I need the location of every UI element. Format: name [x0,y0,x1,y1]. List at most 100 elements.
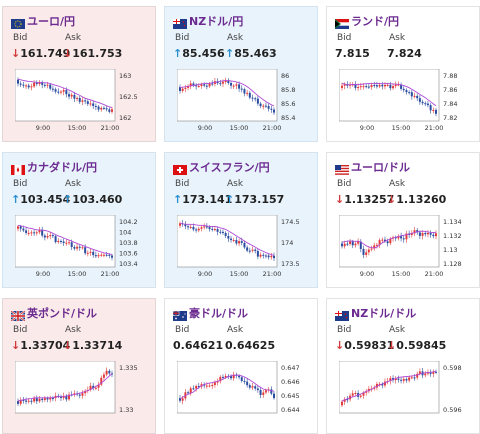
candle [273,109,275,113]
candle [200,227,203,229]
candle [181,88,184,91]
candle [25,230,28,233]
candle [351,393,354,396]
candle [405,90,408,93]
candle-chart[interactable]: 7.88 7.86 7.84 7.82 9:00 15:00 21:00 [339,69,473,137]
candle [343,399,346,402]
candle [267,106,270,109]
candle [221,231,224,233]
ask-value: ↑173.157 [225,193,284,206]
candle-chart[interactable]: 1.335 1.33 [15,361,149,429]
candle [205,385,208,387]
candle [243,89,246,94]
candle [246,247,249,251]
pair-title[interactable]: 英ポンド/ドル [27,307,98,320]
nz-flag-icon [173,14,187,29]
candle-chart[interactable]: 163 162.5 162 9:00 15:00 21:00 [15,69,149,137]
y-tick-label: 1.134 [443,218,462,226]
rate-card[interactable]: ランド/円 Bid Ask 7.815 7.824 7.88 7.86 7.84 7.82 9:0… [326,6,480,142]
candle-chart[interactable]: 1.134 1.132 1.13 1.128 9:00 15:00 21:00 [339,215,473,283]
candle [264,390,267,393]
ch-flag-icon [173,160,187,175]
x-tick-label: 15:00 [230,270,249,278]
candle [57,240,60,243]
candle [51,88,54,90]
candle-chart[interactable]: 86 85.8 85.6 85.4 9:00 15:00 21:00 [177,69,311,137]
pair-title[interactable]: NZドル/ドル [351,307,417,320]
candle-chart[interactable]: 0.647 0.646 0.645 0.644 [177,361,311,429]
candle [73,94,76,99]
candle [429,232,432,235]
rate-card[interactable]: ユーロ/ドル Bid Ask ↓1.13257 ↓1.13260 1.134 1.132 1.… [326,152,480,288]
candle [421,101,424,104]
pair-title[interactable]: ユーロ/ドル [351,161,411,174]
moving-average-line [341,83,437,107]
candle [373,387,376,389]
pair-title[interactable]: カナダドル/円 [27,161,98,174]
pair-title[interactable]: 豪ドル/ドル [189,307,249,320]
rate-card[interactable]: NZドル/円 Bid Ask ↑85.456 ↑85.463 86 85.8 85.6 85.4… [164,6,318,142]
pair-title[interactable]: スイスフラン/円 [189,161,270,174]
y-tick-label: 174.5 [281,218,300,226]
candle-chart[interactable]: 174.5 174 173.5 9:00 15:00 21:00 [177,215,311,283]
candle [421,232,424,236]
candle [432,109,435,111]
candle [179,87,181,91]
candle [381,84,384,87]
candle [102,254,105,256]
candle [362,392,365,396]
candle [251,249,254,251]
candle [400,236,403,239]
candle [70,242,73,247]
candle [383,84,386,87]
candle [378,240,381,245]
ask-label: Ask [65,179,82,189]
rate-card[interactable]: カナダドル/円 Bid Ask ↑103.454 ↑103.460 104.2 104 103… [2,152,156,288]
x-tick-label: 9:00 [36,124,51,132]
candle [30,232,33,234]
candle [43,398,46,400]
y-tick-label: 85.4 [281,114,295,122]
rate-card[interactable]: 英ポンド/ドル Bid Ask ↓1.33704 ↓1.33714 1.335 1.33 [2,298,156,434]
candle [389,238,392,244]
x-tick-label: 21:00 [425,124,444,132]
candle [33,398,36,402]
candle [219,83,222,85]
ask-value: 7.824 [387,47,422,60]
candle [35,232,38,234]
ask-value-text: 7.824 [387,47,422,60]
candle [240,88,243,90]
candle-chart[interactable]: 104.2 104 103.8 103.6 103.4 9:00 15:00 21:00 [15,215,149,283]
pair-title[interactable]: NZドル/円 [189,15,244,28]
rate-card[interactable]: スイスフラン/円 Bid Ask ↑173.141 ↑173.157 174.5 174 17… [164,152,318,288]
pair-title[interactable]: ユーロ/円 [27,15,76,28]
candle [410,92,413,97]
candle [224,81,227,83]
candle [232,240,235,242]
candle [211,83,214,85]
candle [408,377,411,381]
candle [394,237,397,239]
candle [402,88,405,91]
candle [416,230,419,233]
candle [435,109,437,114]
bid-label: Bid [13,33,28,43]
candle [402,238,405,240]
candle [94,105,97,107]
rate-card[interactable]: ユーロ/円 Bid Ask ↓161.749 ↓161.753 163 162.5 162 9:… [2,6,156,142]
candle [200,84,203,87]
candle [346,243,349,245]
rate-card[interactable]: NZドル/ドル Bid Ask ↓0.59831 ↓0.59845 0.598 0.596 [326,298,480,434]
arrow-up-icon: ↑ [173,193,183,206]
candle [41,82,44,85]
candle [397,84,400,86]
candle [92,251,95,256]
candle [246,92,249,94]
rate-card[interactable]: 豪ドル/ドル Bid Ask 0.64621 0.64625 0.647 0.646 0.64… [164,298,318,434]
bid-label: Bid [337,33,352,43]
candle [54,236,57,243]
candle [192,388,195,390]
pair-title[interactable]: ランド/円 [351,15,400,28]
candle [219,231,222,233]
candle-chart[interactable]: 0.598 0.596 [339,361,473,429]
